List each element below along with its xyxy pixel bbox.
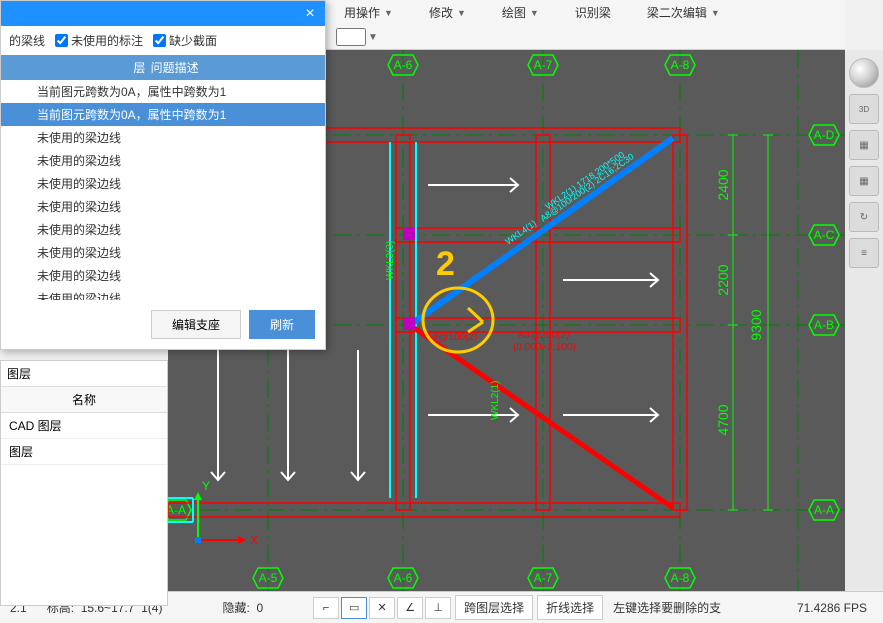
problem-list-item[interactable]: 未使用的梁边线 [1, 264, 325, 287]
view-3d-button[interactable]: 3D [849, 94, 879, 124]
refresh-button[interactable]: 刷新 [249, 310, 315, 339]
dialog-column-header: 层 问题描述 [1, 55, 325, 80]
right-toolbar: 3D ▦ ▦ ↻ ≡ [845, 50, 883, 591]
snap-perp-icon[interactable]: ⊥ [425, 597, 451, 619]
svg-text:4700: 4700 [715, 404, 731, 435]
snap-rect-icon[interactable]: ▭ [341, 597, 367, 619]
problem-list-item[interactable]: 未使用的梁边线 [1, 195, 325, 218]
problem-list-item[interactable]: 未使用的梁边线 [1, 241, 325, 264]
svg-text:A-8: A-8 [671, 58, 690, 72]
second-toolbar: ▼ [326, 25, 845, 50]
sphere-icon[interactable] [849, 58, 879, 88]
list-icon[interactable]: ≡ [849, 238, 879, 268]
svg-text:A-5: A-5 [259, 571, 278, 585]
filter-missing-checkbox[interactable]: 缺少截面 [153, 32, 217, 49]
svg-text:A-6: A-6 [394, 58, 413, 72]
problem-list-item[interactable]: 未使用的梁边线 [1, 149, 325, 172]
layer-column-header: 名称 [1, 387, 167, 413]
svg-text:Y: Y [202, 479, 210, 493]
svg-text:A-D: A-D [814, 128, 835, 142]
cube-front-icon[interactable]: ▦ [849, 130, 879, 160]
svg-text:A-A: A-A [814, 503, 834, 517]
status-tool-buttons: ⌐ ▭ ✕ ∠ ⊥ [313, 597, 451, 619]
tab-modify[interactable]: 修改▼ [411, 1, 484, 24]
svg-text:WKL3(3): WKL3(3) [385, 241, 396, 280]
chevron-down-icon: ▼ [384, 8, 393, 18]
svg-text:A8@200(2): A8@200(2) [518, 330, 569, 341]
tab-draw[interactable]: 绘图▼ [484, 1, 557, 24]
chevron-down-icon: ▼ [368, 32, 378, 43]
chevron-down-icon: ▼ [711, 8, 720, 18]
cross-layer-select-button[interactable]: 跨图层选择 [455, 595, 533, 620]
chevron-down-icon: ▼ [530, 8, 539, 18]
problem-list[interactable]: 当前图元跨数为0A，属性中跨数为1当前图元跨数为0A，属性中跨数为1未使用的梁边… [1, 80, 325, 300]
cube-top-icon[interactable]: ▦ [849, 166, 879, 196]
status-hint: 左键选择要删除的支 [603, 599, 731, 616]
svg-text:A-8: A-8 [671, 571, 690, 585]
dialog-filters: 的梁线 未使用的标注 缺少截面 [1, 26, 325, 55]
svg-text:A-7: A-7 [534, 58, 553, 72]
svg-text:2200: 2200 [715, 264, 731, 295]
problem-list-item[interactable]: 当前图元跨数为0A，属性中跨数为1 [1, 103, 325, 126]
close-icon[interactable]: × [295, 1, 325, 26]
tab-operations[interactable]: 用操作▼ [326, 1, 411, 24]
problem-list-item[interactable]: 当前图元跨数为0A，属性中跨数为1 [1, 80, 325, 103]
layer-item[interactable]: 图层 [1, 439, 167, 465]
problem-list-item[interactable]: 未使用的梁边线 [1, 218, 325, 241]
problem-list-item[interactable]: 未使用的梁边线 [1, 126, 325, 149]
svg-text:A-7: A-7 [534, 571, 553, 585]
svg-text:2400: 2400 [715, 169, 731, 200]
svg-text:A-A: A-A [168, 503, 186, 517]
tab-recognize-beam[interactable]: 识别梁 [557, 1, 629, 24]
main-toolbar: 用操作▼ 修改▼ 绘图▼ 识别梁 梁二次编辑▼ [326, 0, 845, 25]
tab-beam-edit[interactable]: 梁二次编辑▼ [629, 1, 738, 24]
svg-text:A-B: A-B [814, 318, 834, 332]
snap-endpoint-icon[interactable]: ⌐ [313, 597, 339, 619]
toolbar-input[interactable] [336, 28, 366, 46]
filter-beam-label: 的梁线 [9, 32, 45, 49]
edit-support-button[interactable]: 编辑支座 [151, 310, 241, 339]
dialog-titlebar[interactable]: × [1, 1, 325, 26]
chevron-down-icon: ▼ [457, 8, 466, 18]
problem-list-item[interactable]: 未使用的梁边线 [1, 172, 325, 195]
dialog-buttons: 编辑支座 刷新 [1, 300, 325, 349]
layer-panel-title: 图层 [1, 361, 167, 387]
problem-list-item[interactable]: 未使用的梁边线 [1, 287, 325, 300]
svg-text:A-6: A-6 [394, 571, 413, 585]
svg-text:WKL2(1): WKL2(1) [490, 381, 501, 420]
svg-text:(0.000/-2.100): (0.000/-2.100) [513, 342, 576, 353]
svg-text:2: 2 [436, 245, 455, 283]
svg-text:9300: 9300 [748, 309, 764, 340]
problem-dialog: × 的梁线 未使用的标注 缺少截面 层 问题描述 当前图元跨数为0A，属性中跨数… [0, 0, 326, 350]
snap-angle-icon[interactable]: ∠ [397, 597, 423, 619]
filter-unused-checkbox[interactable]: 未使用的标注 [55, 32, 143, 49]
rotate-icon[interactable]: ↻ [849, 202, 879, 232]
layer-panel: 图层 名称 CAD 图层 图层 [0, 360, 168, 606]
svg-text:A-C: A-C [814, 228, 835, 242]
snap-none-icon[interactable]: ✕ [369, 597, 395, 619]
polyline-select-button[interactable]: 折线选择 [537, 595, 603, 620]
hidden-label: 隐藏: 0 [212, 599, 273, 616]
svg-text:X: X [250, 533, 258, 547]
fps-display: 71.4286 FPS [787, 601, 877, 615]
layer-item[interactable]: CAD 图层 [1, 413, 167, 439]
